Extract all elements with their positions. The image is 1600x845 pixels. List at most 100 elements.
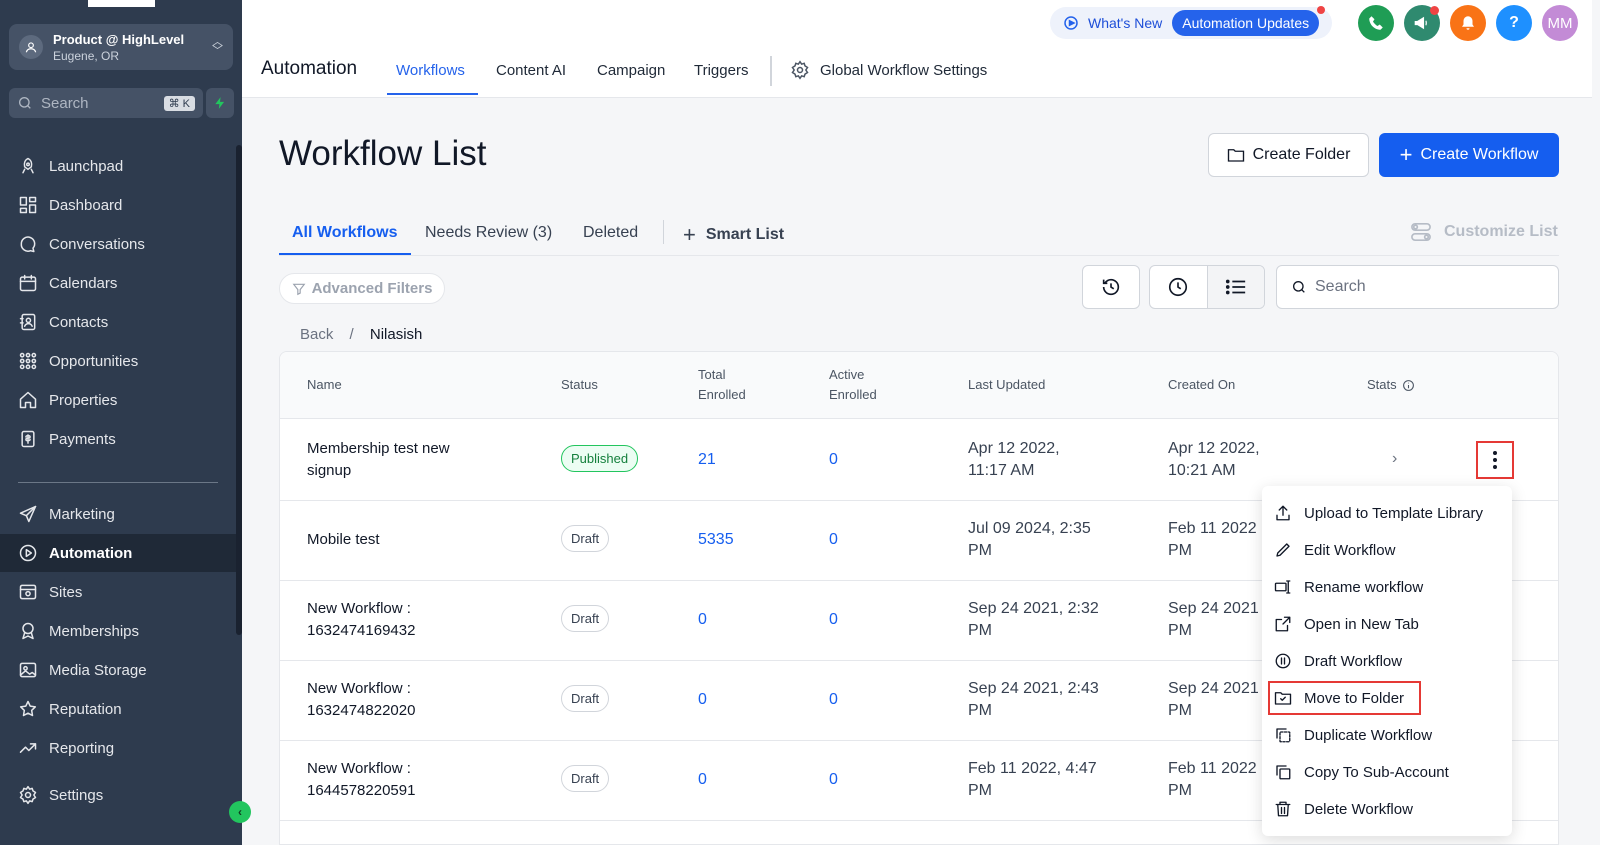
- menu-item-duplicate-workflow[interactable]: Duplicate Workflow: [1262, 716, 1512, 754]
- trend-icon: [19, 743, 37, 753]
- total-enrolled-link[interactable]: 21: [698, 451, 716, 468]
- total-enrolled-link[interactable]: 5335: [698, 531, 734, 548]
- active-enrolled-link[interactable]: 0: [829, 691, 838, 708]
- phone-button[interactable]: [1358, 5, 1394, 41]
- automation-updates-button[interactable]: Automation Updates: [1172, 6, 1326, 36]
- workflow-name[interactable]: New Workflow : 1632474169432: [307, 598, 415, 642]
- sidebar-item-launchpad[interactable]: Launchpad: [0, 147, 236, 185]
- table-row[interactable]: New Workflow : 1644578220591 Draft 0 0 Feb 11…: [280, 740, 1558, 821]
- last-updated-line1: Apr 12 2022,: [968, 440, 1060, 457]
- advanced-filters-button[interactable]: Advanced Filters: [279, 273, 445, 304]
- whats-new-pill[interactable]: What's New Automation Updates: [1050, 6, 1332, 39]
- active-enrolled-link[interactable]: 0: [829, 531, 838, 548]
- active-enrolled-link[interactable]: 0: [829, 451, 838, 468]
- chevron-right-icon[interactable]: ›: [1392, 450, 1398, 467]
- notifications-button[interactable]: [1450, 5, 1486, 41]
- sidebar-item-contacts[interactable]: Contacts: [0, 303, 236, 341]
- total-enrolled-link[interactable]: 0: [698, 691, 707, 708]
- list-view-button[interactable]: [1206, 266, 1264, 308]
- whats-new-link[interactable]: What's New: [1088, 15, 1163, 31]
- sidebar-item-dashboard[interactable]: Dashboard: [0, 186, 236, 224]
- user-avatar[interactable]: MM: [1542, 5, 1578, 41]
- last-updated-line2: PM: [968, 622, 992, 639]
- sidebar-item-opportunities[interactable]: Opportunities: [0, 342, 236, 380]
- workflow-name[interactable]: New Workflow : 1632474822020: [307, 678, 415, 722]
- help-button[interactable]: ?: [1496, 5, 1532, 41]
- customize-list-button[interactable]: Customize List: [1410, 222, 1558, 242]
- total-enrolled-link[interactable]: 0: [698, 771, 707, 788]
- account-switcher[interactable]: Product @ HighLevel Eugene, OR ︿ ﹀: [9, 24, 233, 70]
- sidebar-item-automation[interactable]: Automation: [0, 534, 236, 572]
- workflow-name[interactable]: New Workflow : 1644578220591: [307, 758, 415, 802]
- toggles-icon: [1411, 223, 1431, 241]
- sidebar-item-label: Conversations: [49, 235, 145, 253]
- create-folder-button[interactable]: Create Folder: [1208, 133, 1369, 177]
- smart-list-button[interactable]: + Smart List: [683, 222, 784, 248]
- workflow-name[interactable]: Membership test new signup: [307, 438, 450, 482]
- total-enrolled-link[interactable]: 0: [698, 611, 707, 628]
- breadcrumb-back-link[interactable]: Back: [300, 326, 334, 343]
- info-icon[interactable]: [1402, 379, 1415, 392]
- menu-item-open-in-new-tab[interactable]: Open in New Tab: [1262, 605, 1512, 643]
- sidebar-item-payments[interactable]: Payments: [0, 420, 236, 458]
- table-row[interactable]: New Workflow : 1632474822020 Draft 0 0 Sep 24…: [280, 660, 1558, 741]
- menu-item-label: Duplicate Workflow: [1304, 726, 1433, 744]
- tab-needs-review[interactable]: Needs Review (3): [425, 224, 553, 241]
- history-button[interactable]: [1082, 265, 1140, 309]
- global-settings-label: Global Workflow Settings: [820, 61, 988, 79]
- sidebar-item-marketing[interactable]: Marketing: [0, 495, 236, 533]
- sidebar-item-media-storage[interactable]: Media Storage: [0, 651, 236, 689]
- tab-deleted[interactable]: Deleted: [583, 224, 639, 241]
- sidebar-item-label: Sites: [49, 583, 83, 601]
- created-on: Sep 24 2021 PM: [1168, 678, 1259, 722]
- sidebar-item-sites[interactable]: Sites: [0, 573, 236, 611]
- timeline-view-button[interactable]: [1150, 266, 1207, 308]
- list-icon: [1225, 279, 1245, 295]
- created-on-line1: Sep 24 2021: [1168, 680, 1259, 697]
- quick-action-button[interactable]: [206, 88, 234, 118]
- sidebar-item-properties[interactable]: Properties: [0, 381, 236, 419]
- created-on: Apr 12 2022, 10:21 AM: [1168, 438, 1260, 482]
- menu-item-edit-workflow[interactable]: Edit Workflow: [1262, 531, 1512, 569]
- automation-updates-label: Automation Updates: [1182, 15, 1310, 31]
- tab-campaign[interactable]: Campaign: [597, 62, 666, 79]
- tab-content-ai[interactable]: Content AI: [496, 62, 567, 79]
- sidebar-divider: [18, 482, 218, 483]
- tab-triggers[interactable]: Triggers: [694, 62, 749, 79]
- active-enrolled-link[interactable]: 0: [829, 611, 838, 628]
- paper-plane-icon: [19, 505, 37, 523]
- sidebar-item-reputation[interactable]: Reputation: [0, 690, 236, 728]
- sidebar-item-settings[interactable]: Settings: [0, 776, 236, 814]
- workflow-name[interactable]: Mobile test: [307, 531, 380, 548]
- menu-item-draft-workflow[interactable]: Draft Workflow: [1262, 642, 1512, 680]
- workflow-search[interactable]: [1276, 265, 1559, 309]
- search-input[interactable]: [1315, 278, 1535, 296]
- sidebar-item-calendars[interactable]: Calendars: [0, 264, 236, 302]
- tab-workflows[interactable]: Workflows: [396, 62, 465, 79]
- menu-item-copy-to-sub-account[interactable]: Copy To Sub-Account: [1262, 753, 1512, 791]
- active-enrolled-link[interactable]: 0: [829, 771, 838, 788]
- tab-all-workflows[interactable]: All Workflows: [292, 224, 398, 241]
- table-row[interactable]: Membership test new signup Published 21 0 Apr…: [280, 420, 1558, 501]
- row-actions-button[interactable]: [1476, 441, 1514, 479]
- table-row[interactable]: New Workflow : 1632474169432 Draft 0 0 Sep 24…: [280, 580, 1558, 661]
- filter-icon: [292, 283, 306, 295]
- menu-item-delete-workflow[interactable]: Delete Workflow: [1262, 790, 1512, 828]
- sidebar-item-reporting[interactable]: Reporting: [0, 729, 236, 767]
- collapse-sidebar-button[interactable]: ‹: [229, 801, 251, 823]
- create-workflow-button[interactable]: + Create Workflow: [1379, 133, 1559, 177]
- sidebar-search-placeholder: Search: [41, 94, 89, 112]
- sidebar-search[interactable]: Search ⌘ K: [9, 88, 203, 118]
- table-row[interactable]: Mobile test Draft 5335 0 Jul 09 2024, 2:35 PM…: [280, 500, 1558, 581]
- sidebar-item-memberships[interactable]: Memberships: [0, 612, 236, 650]
- announcements-button[interactable]: [1404, 5, 1440, 41]
- sidebar-item-label: Settings: [49, 786, 104, 804]
- help-icon: ?: [1509, 14, 1519, 31]
- created-on-line1: Feb 11 2022: [1168, 520, 1257, 537]
- sidebar-scrollbar[interactable]: [236, 145, 242, 635]
- menu-item-move-to-folder[interactable]: Move to Folder: [1268, 681, 1421, 715]
- sidebar-item-conversations[interactable]: Conversations: [0, 225, 236, 263]
- menu-item-upload-to-template-library[interactable]: Upload to Template Library: [1262, 494, 1512, 532]
- menu-item-rename-workflow[interactable]: Rename workflow: [1262, 568, 1512, 606]
- global-workflow-settings-link[interactable]: Global Workflow Settings: [790, 60, 987, 80]
